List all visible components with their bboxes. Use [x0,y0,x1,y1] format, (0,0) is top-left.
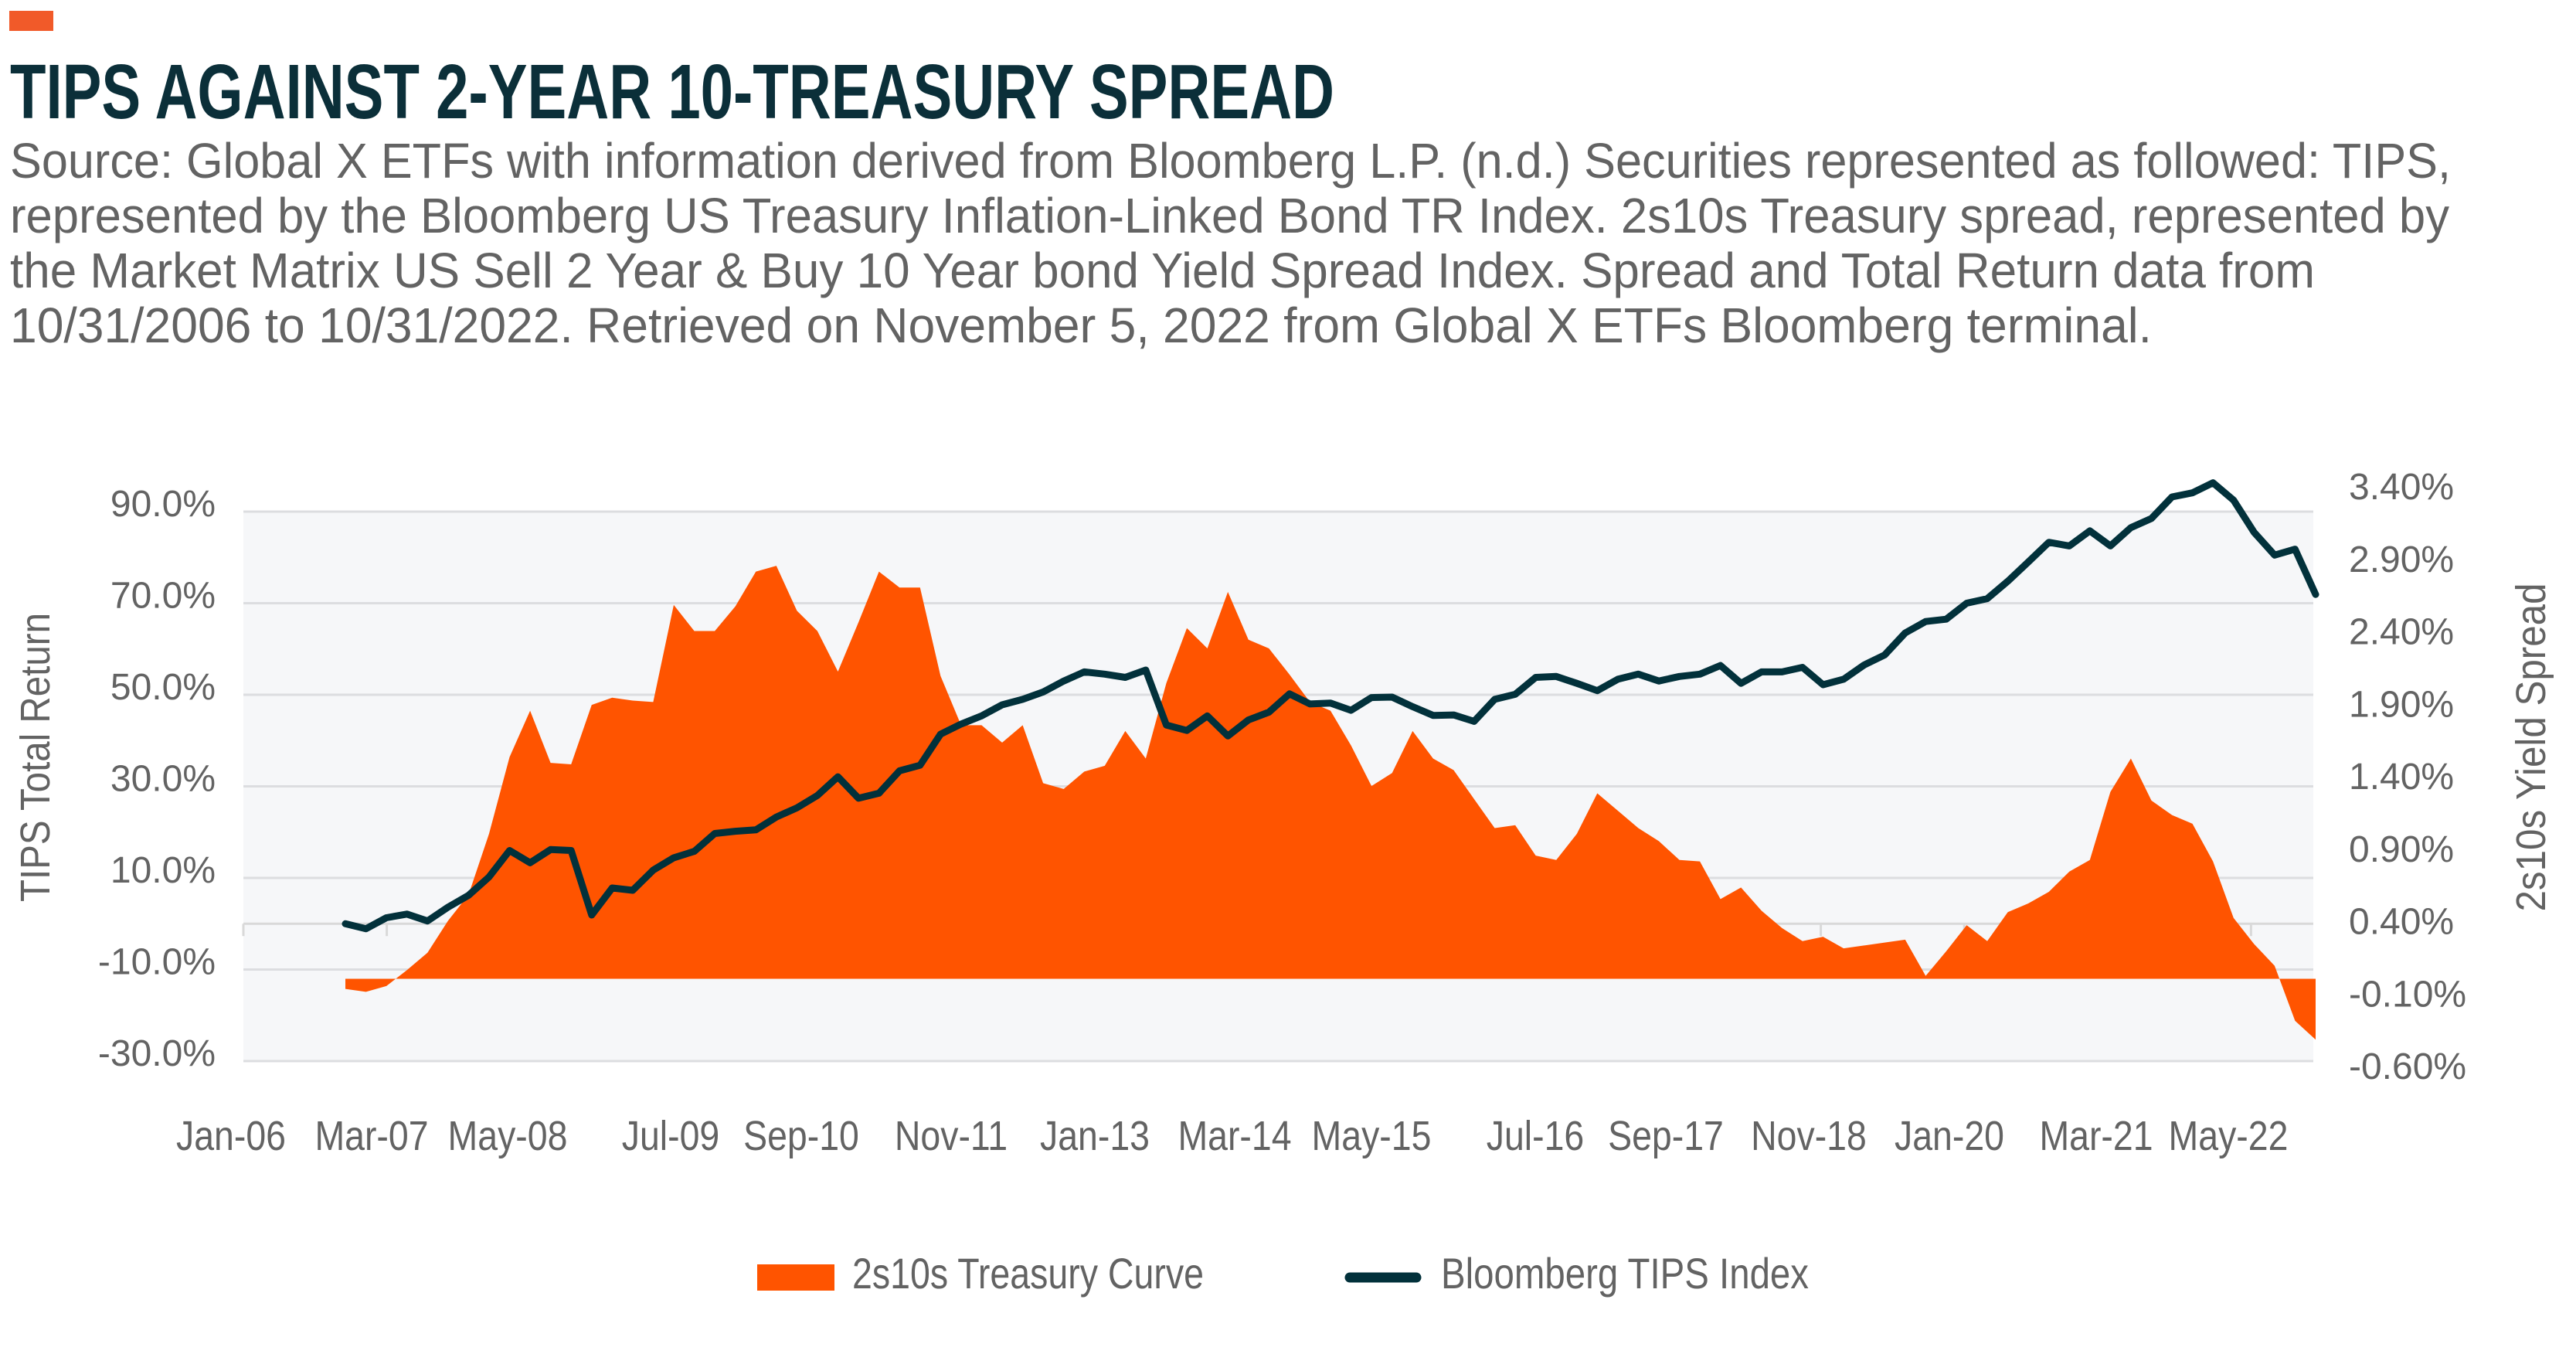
legend-label-tips: Bloomberg TIPS Index [1441,1249,1809,1298]
right-tick-label: 1.40% [2349,757,2454,798]
left-tick-label: 90.0% [110,484,216,525]
x-tick-label: May-08 [448,1113,568,1159]
x-tick-label: Jul-16 [1487,1113,1585,1159]
series-layer [342,479,2319,1040]
x-tick-label: Jan-20 [1895,1113,2004,1159]
x-tick-label: Mar-14 [1178,1113,1291,1159]
right-tick-label: -0.60% [2349,1046,2466,1087]
source-line: Source: Global X ETFs with information d… [10,133,2451,189]
spread-area-series [345,566,2316,1040]
x-tick-label: Jan-06 [176,1113,286,1159]
plot-area [242,479,2319,1063]
left-tick-label: 50.0% [110,667,216,708]
x-tick-label: Nov-11 [895,1113,1008,1159]
right-tick-label: 2.40% [2349,612,2454,653]
x-tick-label: May-15 [1312,1113,1432,1159]
legend-label-spread: 2s10s Treasury Curve [852,1249,1204,1298]
legend-swatch-area [757,1264,834,1291]
legend: 2s10s Treasury Curve Bloomberg TIPS Inde… [757,1249,1809,1298]
left-tick-label: -30.0% [98,1033,216,1074]
right-tick-label: 1.90% [2349,684,2454,725]
legend-item-tips: Bloomberg TIPS Index [1344,1249,1809,1298]
source-note: Source: Global X ETFs with information d… [10,133,2451,353]
source-line: 10/31/2006 to 10/31/2022. Retrieved on N… [10,298,2152,353]
right-axis-title: 2s10s Yield Spread [2508,583,2554,912]
right-axis-ticks: 3.40% 2.90% 2.40% 1.90% 1.40% 0.90% 0.40% -0.10… [2349,467,2466,1087]
right-tick-label: 0.40% [2349,902,2454,943]
right-tick-label: -0.10% [2349,974,2466,1015]
brand-accent-square [9,11,53,31]
left-tick-label: 10.0% [110,850,216,891]
x-tick-label: Mar-21 [2039,1113,2153,1159]
x-tick-label: Jul-09 [622,1113,720,1159]
legend-item-spread: 2s10s Treasury Curve [757,1249,1204,1298]
x-tick-label: Sep-17 [1608,1113,1724,1159]
left-axis-title: TIPS Total Return [12,613,59,902]
x-tick-label: May-22 [2169,1113,2289,1159]
x-tick-label: Sep-10 [743,1113,859,1159]
right-tick-label: 0.90% [2349,829,2454,870]
left-tick-label: 30.0% [110,759,216,800]
chart-title: TIPS AGAINST 2-YEAR 10-TREASURY SPREAD [10,49,1334,135]
left-axis-ticks: 90.0% 70.0% 50.0% 30.0% 10.0% -10.0% -30.0% [98,484,216,1074]
x-tick-label: Mar-07 [314,1113,428,1159]
source-line: represented by the Bloomberg US Treasury… [10,188,2449,243]
source-line: the Market Matrix US Sell 2 Year & Buy 1… [10,243,2315,298]
left-tick-label: -10.0% [98,942,216,983]
x-axis-ticks: Jan-06 Mar-07 May-08 Jul-09 Sep-10 Nov-11 Jan-… [176,1113,2288,1159]
x-tick-label: Nov-18 [1751,1113,1867,1159]
right-tick-label: 2.90% [2349,539,2454,580]
tips-line-series [342,479,2319,933]
right-tick-label: 3.40% [2349,467,2454,508]
x-tick-label: Jan-13 [1040,1113,1150,1159]
left-tick-label: 70.0% [110,576,216,617]
